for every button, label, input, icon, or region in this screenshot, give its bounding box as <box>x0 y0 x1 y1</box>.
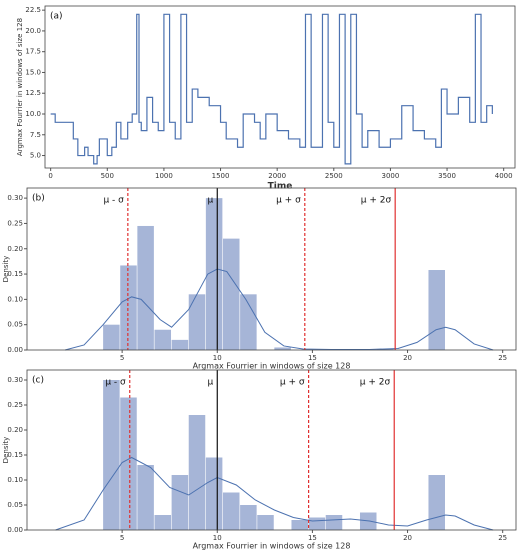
stat-label: μ + 2σ <box>360 378 391 388</box>
y-tick-label: 12.5 <box>25 89 41 97</box>
stat-label: μ + σ <box>280 378 305 388</box>
stat-label: μ <box>208 378 214 388</box>
hist-bar <box>257 515 274 530</box>
hist-bar <box>120 265 137 350</box>
kde-curve <box>64 268 494 351</box>
hist-bar <box>377 348 394 350</box>
y-tick-label: 0.15 <box>7 270 23 278</box>
hist-bar <box>240 294 257 350</box>
plot-frame <box>26 187 517 351</box>
x-axis-label: Argmax Fourrier in windows of size 128 <box>193 362 351 371</box>
x-axis-label: Argmax Fourrier in windows of size 128 <box>193 542 351 550</box>
y-tick-label: 7.5 <box>30 131 41 139</box>
y-tick-label: 20.0 <box>25 27 41 35</box>
stat-label: μ + σ <box>276 196 301 206</box>
x-tick-label: 10 <box>213 354 222 362</box>
y-tick-label: 22.5 <box>25 6 41 14</box>
x-tick-label: 1000 <box>155 172 173 180</box>
hist-bar <box>222 492 240 530</box>
y-axis-label: Density <box>2 437 10 464</box>
hist-bar <box>291 520 309 530</box>
y-tick-label: 0.20 <box>7 245 23 253</box>
y-tick-label: 0.05 <box>7 501 23 509</box>
x-tick-label: 25 <box>498 354 507 362</box>
hist-bar <box>103 380 120 530</box>
hist-bar <box>222 238 240 350</box>
hist-bar <box>154 329 172 350</box>
x-tick-label: 4000 <box>495 172 513 180</box>
x-tick-label: 15 <box>308 354 317 362</box>
y-tick-label: 0.25 <box>7 219 23 227</box>
y-tick-label: 0.05 <box>7 321 23 329</box>
hist-bar <box>205 198 223 350</box>
hist-bar <box>428 270 445 350</box>
x-tick-label: 2500 <box>325 172 343 180</box>
x-tick-label: 500 <box>101 172 114 180</box>
y-tick-label: 0.00 <box>7 346 23 354</box>
hist-bar <box>171 475 189 530</box>
y-tick-label: 0.30 <box>7 194 23 202</box>
hist-bar <box>120 397 137 530</box>
y-tick-label: 0.20 <box>7 426 23 434</box>
series-line <box>50 13 493 165</box>
y-tick-label: 10.0 <box>25 110 41 118</box>
hist-bar <box>274 347 291 350</box>
hist-bar <box>325 515 343 530</box>
x-tick-label: 2000 <box>268 172 286 180</box>
hist-bar <box>188 415 206 530</box>
y-tick-label: 0.25 <box>7 401 23 409</box>
hist-bar <box>154 515 172 530</box>
hist-bar <box>171 339 189 350</box>
x-tick-label: 20 <box>403 354 412 362</box>
x-tick-label: 1500 <box>212 172 230 180</box>
x-tick-label: 20 <box>403 534 412 542</box>
kde-curve <box>55 456 494 531</box>
plot-frame <box>26 369 517 531</box>
x-tick-label: 3500 <box>438 172 456 180</box>
stat-label: μ + 2σ <box>361 196 392 206</box>
stat-label: μ - σ <box>103 196 124 206</box>
x-tick-label: 5 <box>120 354 124 362</box>
plot-frame <box>44 5 516 169</box>
y-tick-label: 0.15 <box>7 451 23 459</box>
hist-bar <box>137 465 154 530</box>
panel-label: (b) <box>32 194 45 204</box>
hist-bar <box>103 324 120 350</box>
hist-bar <box>428 475 445 530</box>
y-tick-label: 15.0 <box>25 68 41 76</box>
stat-label: μ <box>208 196 214 206</box>
y-axis-label: Density <box>2 256 10 283</box>
hist-bar <box>240 505 257 530</box>
x-tick-label: 5 <box>120 534 124 542</box>
hist-bar <box>205 457 223 530</box>
x-tick-label: 15 <box>308 534 317 542</box>
stat-label: μ - σ <box>105 378 126 388</box>
y-tick-label: 0.10 <box>7 295 23 303</box>
hist-bar <box>308 517 326 530</box>
hist-bar <box>188 294 206 350</box>
hist-bar <box>137 225 154 350</box>
y-axis-label: Argmax Fourrier in windows of size 128 <box>16 18 24 156</box>
x-tick-label: 0 <box>48 172 52 180</box>
y-tick-label: 0.10 <box>7 476 23 484</box>
panel-label: (a) <box>50 12 63 22</box>
x-axis-label: Time <box>268 182 293 192</box>
x-tick-label: 25 <box>498 534 507 542</box>
y-tick-label: 0.30 <box>7 376 23 384</box>
x-tick-label: 10 <box>213 534 222 542</box>
y-tick-label: 0.00 <box>7 526 23 534</box>
panel-label: (c) <box>32 376 44 386</box>
x-tick-label: 3000 <box>382 172 400 180</box>
y-tick-label: 17.5 <box>25 48 41 56</box>
y-tick-label: 5.0 <box>30 152 41 160</box>
